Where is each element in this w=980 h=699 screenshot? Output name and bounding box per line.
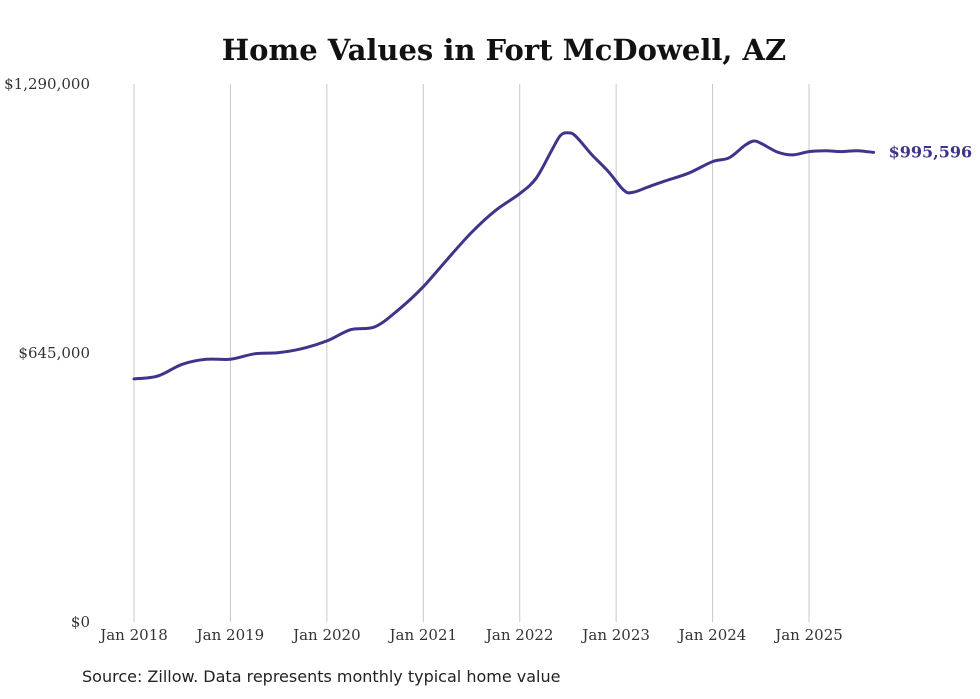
chart-title: Home Values in Fort McDowell, AZ [222, 33, 786, 67]
x-tick-label: Jan 2024 [677, 626, 747, 644]
x-tick-label: Jan 2022 [484, 626, 554, 644]
series-layer: $995,596 [132, 131, 973, 381]
x-tick-label: Jan 2023 [580, 626, 650, 644]
x-tick-label: Jan 2021 [388, 626, 458, 644]
x-tick-label: Jan 2025 [773, 626, 843, 644]
gridlines [133, 84, 810, 622]
y-tick-label: $1,290,000 [4, 75, 90, 93]
source-note: Source: Zillow. Data represents monthly … [82, 667, 561, 686]
y-tick-label: $645,000 [18, 344, 90, 362]
end-value-label: $995,596 [889, 142, 973, 161]
x-tick-label: Jan 2020 [291, 626, 361, 644]
x-tick-label: Jan 2019 [195, 626, 265, 644]
x-axis: Jan 2018 Jan 2019 Jan 2020 Jan 2021 Jan 2022… [98, 626, 843, 644]
y-tick-label: $0 [71, 613, 90, 631]
series-line [132, 131, 876, 381]
y-axis: $0 $645,000 $1,290,000 [4, 75, 90, 631]
x-tick-label: Jan 2018 [98, 626, 168, 644]
